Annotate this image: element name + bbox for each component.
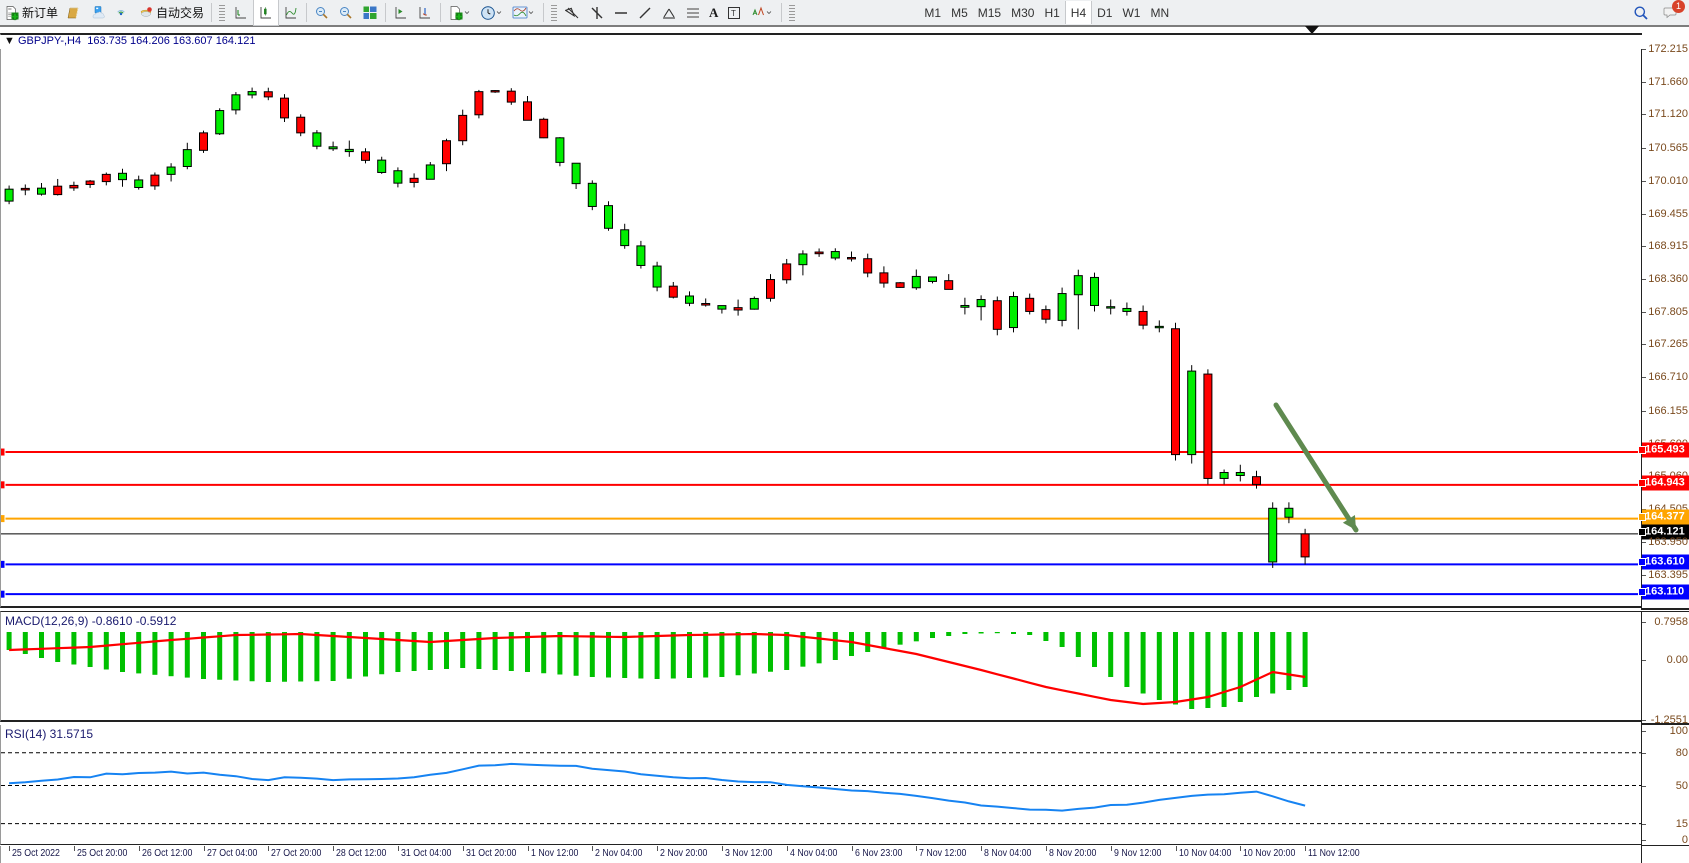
svg-text:T: T: [731, 9, 736, 18]
